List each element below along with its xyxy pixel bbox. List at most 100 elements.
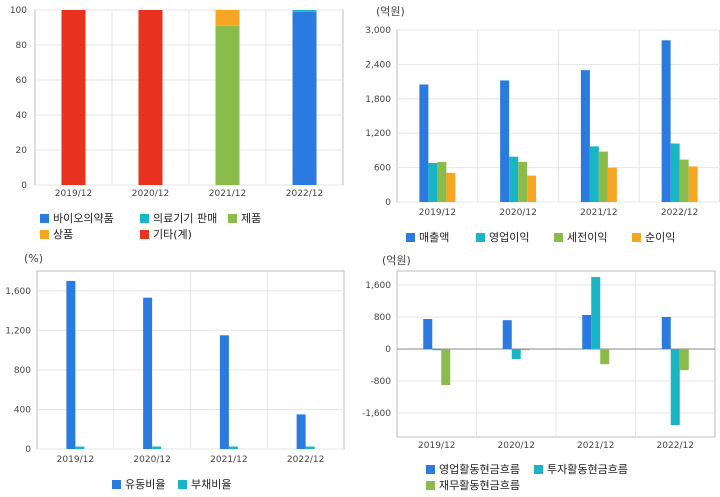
y-tick-label: 800 <box>14 366 31 376</box>
legend-item: 세전이익 <box>554 229 607 245</box>
legend-label: 유동비율 <box>125 478 166 491</box>
legend-swatch <box>140 214 149 223</box>
y-tick-label: 100 <box>10 6 27 16</box>
x-tick-label: 2019/12 <box>57 455 94 465</box>
x-tick-label: 2022/12 <box>661 208 698 218</box>
legend-label: 투자활동현금흐름 <box>547 463 628 476</box>
bar-teal <box>432 349 442 351</box>
bar-teal <box>305 446 315 449</box>
x-tick-label: 2022/12 <box>286 189 323 199</box>
x-tick-label: 2019/12 <box>418 441 455 451</box>
legend-item: 영업이익 <box>476 229 529 245</box>
x-tick-label: 2021/12 <box>577 441 614 451</box>
bar-blue <box>419 84 429 202</box>
x-tick-label: 2021/12 <box>209 189 246 199</box>
x-tick-label: 2020/12 <box>498 441 535 451</box>
chart-cashflow: (억원) -1,600 -800 0 800 1,600 2019/12 2020/12 20… <box>360 250 720 496</box>
legend-item: 제품 <box>228 210 261 226</box>
legend-swatch <box>112 480 121 489</box>
legend-label: 영업이익 <box>489 231 530 244</box>
y-tick-label: -1,600 <box>362 409 391 419</box>
x-tick-label: 2020/12 <box>499 208 536 218</box>
bar-blue <box>423 319 433 349</box>
legend-label: 바이오의약품 <box>53 212 114 225</box>
x-tick-label: 2021/12 <box>210 455 247 465</box>
bar-blue <box>292 11 317 185</box>
bar-green <box>441 349 451 385</box>
bar-teal <box>292 10 317 12</box>
bar-orange <box>688 166 698 202</box>
y-tick-label: 0 <box>25 445 31 455</box>
bar-red <box>138 10 163 185</box>
bar-blue <box>582 315 592 349</box>
chart-ratios-legend: 유동비율 부채비율 <box>112 476 352 494</box>
bar-blue <box>143 297 153 449</box>
bar-green <box>215 25 240 185</box>
legend-item: 의료기기 판매 <box>140 210 217 226</box>
legend-swatch <box>534 465 543 474</box>
bar-teal <box>228 446 238 449</box>
legend-label: 순이익 <box>645 231 676 244</box>
legend-label: 부채비율 <box>191 478 232 491</box>
y-tick-label: 20 <box>16 146 28 156</box>
bar-green <box>437 161 447 202</box>
bar-teal <box>591 277 601 349</box>
legend-item: 바이오의약품 <box>40 210 114 226</box>
legend-label: 기타(계) <box>153 228 192 241</box>
bar-teal <box>509 156 519 202</box>
chart-sales-composition-legend: 바이오의약품 의료기기 판매 제품 상품 기타(계) <box>40 210 360 246</box>
legend-swatch <box>40 230 49 239</box>
chart-cashflow-unit: (억원) <box>382 254 411 267</box>
y-tick-label: 60 <box>16 76 28 86</box>
bar-green <box>518 161 528 202</box>
legend-swatch <box>228 214 237 223</box>
legend-swatch <box>554 233 563 242</box>
legend-label: 재무활동현금흐름 <box>439 479 520 492</box>
y-tick-label: 1,800 <box>365 95 391 105</box>
x-tick-label: 2019/12 <box>55 189 92 199</box>
x-tick-label: 2020/12 <box>132 189 169 199</box>
bar-teal <box>589 146 599 202</box>
bar-blue <box>500 80 510 202</box>
chart-ratios: (%) 0 400 800 1,200 1,600 2019/12 2020/12 2021/… <box>0 250 360 496</box>
y-tick-label: 1,200 <box>365 129 391 139</box>
chart-cashflow-plot: -1,600 -800 0 800 1,600 2019/12 2020/12 2021/12… <box>362 270 716 451</box>
y-tick-label: 600 <box>374 164 391 174</box>
legend-label: 영업활동현금흐름 <box>439 463 520 476</box>
chart-sales-composition: 0 20 40 60 80 100 2019/12 2020/12 2021/12 2022/12… <box>0 0 360 250</box>
x-tick-label: 2020/12 <box>133 455 170 465</box>
bar-blue <box>661 40 671 202</box>
legend-item: 부채비율 <box>178 476 231 492</box>
y-tick-label: 3,000 <box>365 26 391 36</box>
bar-blue <box>502 320 512 349</box>
legend-swatch <box>406 233 415 242</box>
legend-swatch <box>140 230 149 239</box>
bar-blue <box>661 317 671 349</box>
y-tick-label: 80 <box>16 41 28 51</box>
bar-orange <box>607 167 617 202</box>
x-tick-label: 2021/12 <box>580 208 617 218</box>
chart-sales-composition-plot: 0 20 40 60 80 100 2019/12 2020/12 2021/12 2022/12 <box>10 6 344 199</box>
bar-teal <box>75 446 85 449</box>
y-tick-label: 0 <box>385 198 391 208</box>
y-tick-label: 0 <box>21 181 27 191</box>
legend-item: 기타(계) <box>140 226 192 242</box>
bar-teal <box>670 143 680 202</box>
legend-swatch <box>178 480 187 489</box>
y-tick-label: 1,600 <box>5 287 31 297</box>
bar-blue <box>580 70 590 202</box>
y-tick-label: -800 <box>371 377 392 387</box>
x-tick-label: 2019/12 <box>419 208 456 218</box>
chart-ratios-unit: (%) <box>24 252 44 265</box>
y-tick-label: 1,600 <box>365 281 391 291</box>
legend-label: 의료기기 판매 <box>153 212 218 225</box>
legend-label: 세전이익 <box>567 231 608 244</box>
bar-teal <box>670 349 680 425</box>
chart-earnings-unit: (억원) <box>376 5 405 18</box>
bar-teal <box>428 163 438 202</box>
y-tick-label: 40 <box>16 111 28 121</box>
legend-item: 재무활동현금흐름 <box>426 477 520 493</box>
bar-blue <box>66 280 76 449</box>
legend-item: 투자활동현금흐름 <box>534 461 628 477</box>
bar-green <box>598 151 608 202</box>
